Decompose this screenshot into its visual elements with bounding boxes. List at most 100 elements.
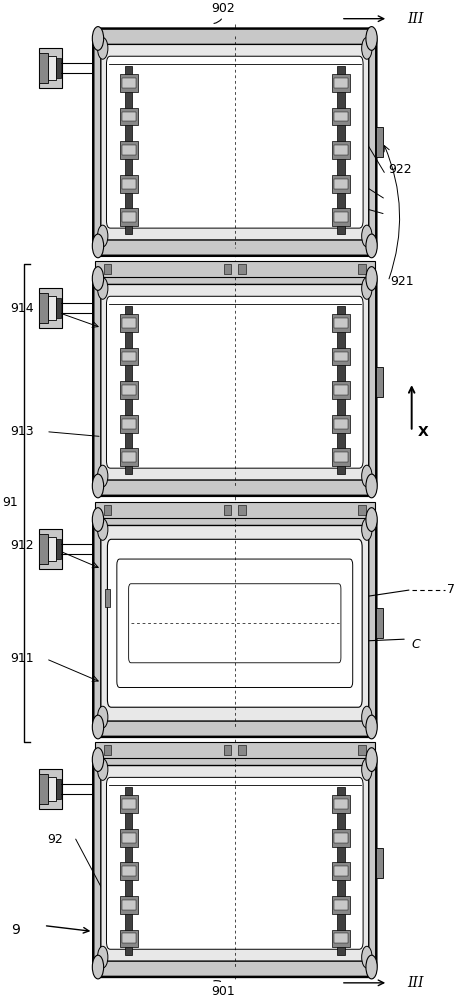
FancyBboxPatch shape: [129, 584, 341, 663]
Bar: [332, 415, 350, 433]
Circle shape: [366, 955, 377, 979]
Circle shape: [366, 508, 377, 531]
Bar: [332, 175, 350, 193]
Bar: [122, 112, 136, 121]
Bar: [224, 264, 231, 274]
Bar: [122, 385, 136, 395]
Bar: [122, 78, 136, 88]
Bar: [332, 862, 350, 880]
Bar: [122, 866, 136, 876]
Bar: [120, 108, 138, 125]
Circle shape: [92, 474, 104, 498]
Bar: [39, 769, 61, 809]
Bar: [39, 53, 48, 83]
Text: 921: 921: [390, 275, 414, 288]
Bar: [122, 179, 136, 189]
Circle shape: [339, 918, 343, 926]
FancyBboxPatch shape: [101, 766, 369, 961]
Text: 913: 913: [10, 425, 34, 438]
Circle shape: [97, 278, 108, 299]
Circle shape: [127, 918, 131, 926]
Bar: [120, 74, 138, 92]
Bar: [224, 505, 231, 515]
Text: 7: 7: [447, 583, 455, 596]
Text: C: C: [412, 638, 420, 651]
Circle shape: [97, 225, 108, 247]
Circle shape: [92, 955, 104, 979]
Bar: [120, 348, 138, 365]
Text: 911: 911: [10, 652, 34, 665]
Bar: [122, 833, 136, 843]
Circle shape: [127, 850, 131, 858]
Bar: [55, 298, 61, 318]
Text: X: X: [417, 425, 428, 439]
Circle shape: [339, 437, 343, 444]
Bar: [120, 930, 138, 947]
Bar: [334, 419, 348, 429]
Bar: [337, 66, 345, 234]
Text: 92: 92: [47, 833, 63, 846]
Circle shape: [127, 369, 131, 377]
Bar: [39, 48, 61, 88]
Circle shape: [97, 759, 108, 780]
Bar: [48, 296, 55, 320]
Bar: [377, 127, 383, 157]
Bar: [120, 795, 138, 813]
Bar: [238, 745, 245, 755]
Circle shape: [97, 37, 108, 59]
Bar: [55, 779, 61, 799]
Circle shape: [362, 706, 372, 728]
Bar: [332, 108, 350, 125]
Bar: [359, 505, 366, 515]
FancyBboxPatch shape: [93, 29, 377, 256]
Circle shape: [362, 519, 372, 540]
Bar: [334, 318, 348, 328]
Circle shape: [339, 884, 343, 892]
Circle shape: [362, 37, 372, 59]
Bar: [334, 866, 348, 876]
FancyBboxPatch shape: [93, 750, 377, 977]
Circle shape: [339, 96, 343, 104]
Text: 9: 9: [11, 923, 20, 937]
Circle shape: [362, 278, 372, 299]
Circle shape: [92, 267, 104, 290]
Bar: [95, 261, 375, 277]
Bar: [332, 795, 350, 813]
Circle shape: [339, 129, 343, 137]
FancyBboxPatch shape: [117, 559, 353, 687]
Circle shape: [97, 946, 108, 968]
Text: 912: 912: [10, 539, 34, 552]
Bar: [120, 862, 138, 880]
Text: 91: 91: [2, 496, 18, 509]
Bar: [104, 264, 111, 274]
Text: 914: 914: [10, 302, 34, 315]
Bar: [122, 419, 136, 429]
Bar: [39, 288, 61, 328]
Bar: [334, 145, 348, 155]
Circle shape: [92, 748, 104, 771]
Bar: [122, 318, 136, 328]
FancyBboxPatch shape: [101, 525, 369, 721]
Bar: [334, 799, 348, 809]
Circle shape: [339, 369, 343, 377]
Bar: [48, 56, 55, 80]
Circle shape: [127, 129, 131, 137]
Bar: [120, 175, 138, 193]
Circle shape: [362, 759, 372, 780]
Circle shape: [92, 234, 104, 258]
Bar: [95, 742, 375, 758]
Bar: [48, 537, 55, 561]
Bar: [334, 933, 348, 943]
Bar: [359, 264, 366, 274]
Circle shape: [127, 197, 131, 204]
Bar: [332, 348, 350, 365]
Bar: [332, 74, 350, 92]
Bar: [238, 264, 245, 274]
Bar: [120, 448, 138, 466]
Bar: [359, 745, 366, 755]
Circle shape: [366, 474, 377, 498]
Bar: [334, 833, 348, 843]
Circle shape: [366, 267, 377, 290]
Circle shape: [339, 403, 343, 411]
Circle shape: [366, 748, 377, 771]
